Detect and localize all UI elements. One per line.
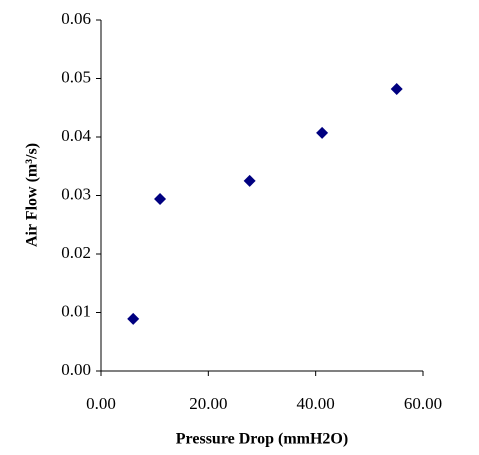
x-axis-title: Pressure Drop (mmH2O) [176, 431, 348, 448]
point [390, 83, 403, 96]
point [154, 193, 167, 206]
y-axis-title: Air Flow (m³/s) [24, 143, 41, 247]
y-tick-label: 0.05 [61, 67, 91, 86]
y-tick-label: 0.03 [61, 184, 91, 203]
x-tick-label: 60.00 [404, 394, 442, 413]
x-tick-label: 0.00 [86, 394, 116, 413]
point [316, 126, 329, 139]
y-tick-label: 0.00 [61, 360, 91, 379]
y-tick-label: 0.04 [61, 126, 91, 145]
y-tick-label: 0.01 [61, 301, 91, 320]
x-tick-label: 20.00 [189, 394, 227, 413]
y-tick-label: 0.02 [61, 243, 91, 262]
x-tick-label: 40.00 [297, 394, 335, 413]
point [243, 174, 256, 187]
y-tick-label: 0.06 [61, 9, 91, 28]
point [127, 312, 140, 325]
